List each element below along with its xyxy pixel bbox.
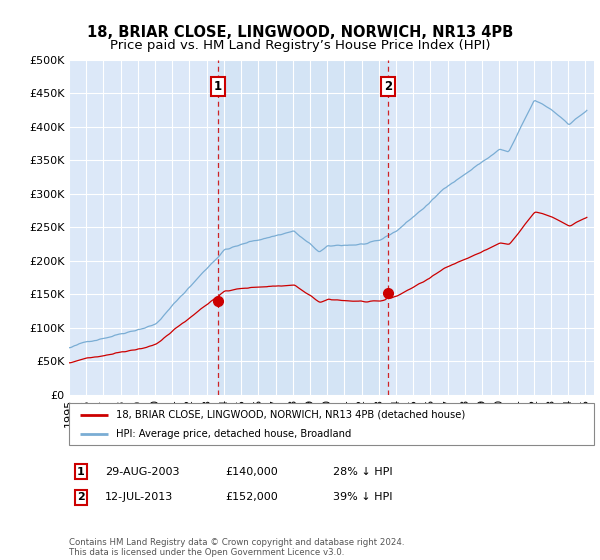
Text: Contains HM Land Registry data © Crown copyright and database right 2024.
This d: Contains HM Land Registry data © Crown c… bbox=[69, 538, 404, 557]
Text: 28% ↓ HPI: 28% ↓ HPI bbox=[333, 466, 392, 477]
Text: 1: 1 bbox=[77, 466, 85, 477]
Text: 18, BRIAR CLOSE, LINGWOOD, NORWICH, NR13 4PB (detached house): 18, BRIAR CLOSE, LINGWOOD, NORWICH, NR13… bbox=[116, 410, 466, 420]
Text: 1: 1 bbox=[214, 80, 223, 93]
Text: 12-JUL-2013: 12-JUL-2013 bbox=[105, 492, 173, 502]
Text: 2: 2 bbox=[77, 492, 85, 502]
Text: £140,000: £140,000 bbox=[225, 466, 278, 477]
Text: HPI: Average price, detached house, Broadland: HPI: Average price, detached house, Broa… bbox=[116, 430, 352, 439]
Text: 18, BRIAR CLOSE, LINGWOOD, NORWICH, NR13 4PB: 18, BRIAR CLOSE, LINGWOOD, NORWICH, NR13… bbox=[87, 25, 513, 40]
FancyBboxPatch shape bbox=[69, 403, 594, 445]
Text: £152,000: £152,000 bbox=[225, 492, 278, 502]
Bar bbox=[218, 60, 388, 395]
Text: 2: 2 bbox=[384, 80, 392, 93]
Text: 39% ↓ HPI: 39% ↓ HPI bbox=[333, 492, 392, 502]
Text: 29-AUG-2003: 29-AUG-2003 bbox=[105, 466, 179, 477]
Text: Price paid vs. HM Land Registry’s House Price Index (HPI): Price paid vs. HM Land Registry’s House … bbox=[110, 39, 490, 52]
